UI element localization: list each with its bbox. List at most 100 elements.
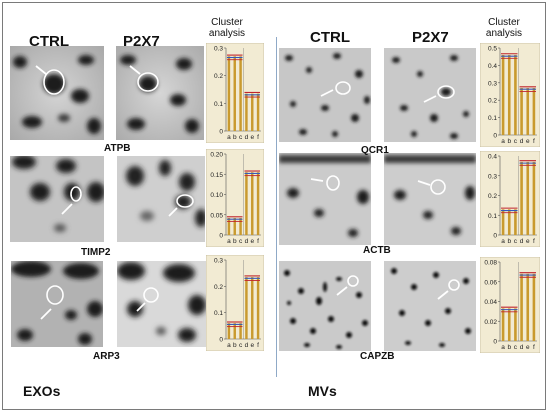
x-tick-label: c — [514, 138, 518, 145]
x-tick-label: d — [520, 238, 524, 245]
bar-d — [245, 172, 248, 235]
protein-label-timp2: TIMP2 — [81, 247, 111, 258]
x-tick-label: a — [227, 342, 231, 349]
exos-p2x7-header: P2X7 — [123, 33, 160, 50]
y-tick-label: 0.2 — [214, 284, 223, 291]
gel-exos-arp3-p2x7 — [117, 261, 207, 347]
x-tick-label: e — [250, 342, 254, 349]
bar-f — [256, 277, 260, 339]
y-tick-label: 0.08 — [484, 260, 497, 267]
y-tick-label: 0 — [493, 339, 497, 346]
y-tick-label: 0.06 — [484, 279, 497, 286]
bar-e — [251, 172, 254, 235]
y-tick-label: 0.3 — [488, 80, 497, 87]
x-tick-label: a — [227, 238, 231, 245]
protein-label-arp3: ARP3 — [93, 351, 120, 362]
y-tick-label: 0.5 — [488, 46, 497, 53]
group-divider — [276, 37, 277, 377]
x-tick-label: b — [233, 238, 237, 245]
gel-mvs-qcr1-p2x7 — [384, 48, 476, 142]
y-tick-label: 0.2 — [488, 98, 497, 105]
x-tick-label: e — [526, 138, 530, 145]
x-tick-label: c — [514, 344, 518, 351]
y-tick-label: 0.1 — [214, 310, 223, 317]
bar-f — [256, 172, 260, 235]
y-tick-label: 0.2 — [214, 73, 223, 80]
bar-c — [239, 323, 242, 339]
y-tick-label: 0.1 — [488, 115, 497, 122]
bar-b — [233, 323, 236, 339]
mvs-cluster-header: Cluster analysis — [479, 17, 529, 39]
cluster-chart-capzb: 0 0.02 0.04 0.06 0.08 a b c d e f — [480, 257, 540, 353]
bar-f — [256, 93, 260, 131]
x-tick-label: c — [239, 238, 243, 245]
y-tick-label: 0.20 — [210, 152, 223, 159]
x-tick-label: f — [533, 344, 535, 351]
x-tick-label: f — [257, 238, 259, 245]
gel-mvs-actb-p2x7 — [384, 153, 476, 245]
y-tick-label: 0 — [493, 233, 497, 240]
bar-d — [245, 93, 248, 131]
bar-c — [239, 56, 242, 131]
bar-e — [251, 93, 254, 131]
x-tick-label: f — [533, 138, 535, 145]
bar-c — [514, 54, 517, 135]
exos-ctrl-header: CTRL — [29, 33, 69, 50]
gel-exos-atpb-p2x7 — [116, 46, 204, 140]
exos-cluster-header: Cluster analysis — [204, 17, 250, 39]
bar-d — [520, 161, 523, 235]
y-tick-label: 0.3 — [214, 258, 223, 265]
x-tick-label: f — [533, 238, 535, 245]
bar-c — [514, 209, 517, 235]
x-tick-label: b — [507, 138, 511, 145]
exos-cluster-line2: analysis — [208, 28, 246, 39]
y-tick-label: 0.02 — [484, 319, 497, 326]
y-tick-label: 0.1 — [214, 101, 223, 108]
protein-label-capzb: CAPZB — [360, 351, 395, 362]
x-tick-label: d — [245, 342, 249, 349]
y-tick-label: 0.05 — [210, 212, 223, 219]
group-label-mvs: MVs — [308, 383, 337, 399]
exos-cluster-line1: Cluster — [211, 17, 243, 28]
x-tick-label: a — [501, 344, 505, 351]
x-tick-label: c — [239, 134, 243, 141]
protein-label-atpb: ATPB — [104, 143, 131, 154]
protein-label-qcr1: QCR1 — [361, 145, 389, 156]
x-tick-label: e — [526, 238, 530, 245]
x-tick-label: c — [239, 342, 243, 349]
bar-a — [501, 308, 505, 341]
bar-c — [239, 217, 242, 235]
bar-b — [233, 56, 236, 131]
mvs-cluster-line2: analysis — [485, 28, 523, 39]
x-tick-label: a — [501, 138, 505, 145]
x-tick-label: e — [526, 344, 530, 351]
x-tick-label: c — [514, 238, 518, 245]
bar-a — [501, 54, 505, 135]
bar-a — [227, 217, 231, 235]
bar-a — [501, 209, 505, 235]
x-tick-label: e — [250, 134, 254, 141]
y-tick-label: 0.04 — [484, 299, 497, 306]
bar-e — [526, 88, 530, 135]
gel-mvs-qcr1-ctrl — [279, 48, 371, 142]
x-tick-label: b — [233, 134, 237, 141]
bar-d — [520, 88, 523, 135]
y-tick-label: 0 — [219, 337, 223, 344]
y-tick-label: 0.4 — [488, 63, 497, 70]
figure-frame: CTRL P2X7 Cluster analysis CTRL P2X7 Clu… — [2, 2, 546, 410]
bar-a — [227, 56, 231, 131]
x-tick-label: a — [227, 134, 231, 141]
cluster-chart-qcr1: 0 0.1 0.2 0.3 0.4 0.5 a b c d e f — [480, 43, 540, 147]
gel-mvs-actb-ctrl — [279, 153, 371, 245]
gel-exos-timp2-p2x7 — [117, 156, 205, 242]
x-tick-label: f — [257, 134, 259, 141]
cluster-chart-atpb: 0 0.1 0.2 0.3 a b c d e f — [206, 43, 264, 143]
bar-f — [532, 273, 536, 341]
bar-b — [507, 308, 511, 341]
x-tick-label: a — [501, 238, 505, 245]
bar-e — [526, 161, 530, 235]
bar-a — [227, 323, 231, 339]
mvs-p2x7-header: P2X7 — [412, 29, 449, 46]
y-tick-label: 0 — [219, 129, 223, 136]
bar-b — [507, 209, 511, 235]
